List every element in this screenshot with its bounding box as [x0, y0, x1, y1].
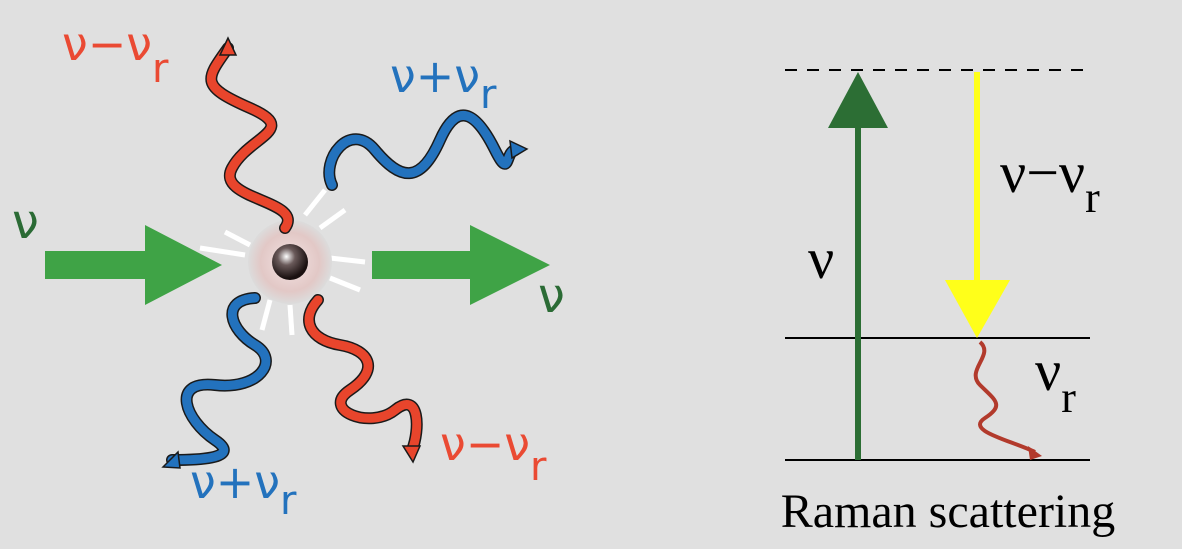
label-outgoing: ν	[538, 268, 565, 324]
label-incoming: ν	[12, 194, 39, 250]
caption: Raman scattering	[781, 485, 1116, 538]
label-up: ν	[808, 226, 834, 291]
diagram: ν−νr ν+νr ν ν ν+νr ν−νr ν ν−νr νr Raman …	[0, 0, 1182, 549]
particle	[272, 244, 308, 280]
